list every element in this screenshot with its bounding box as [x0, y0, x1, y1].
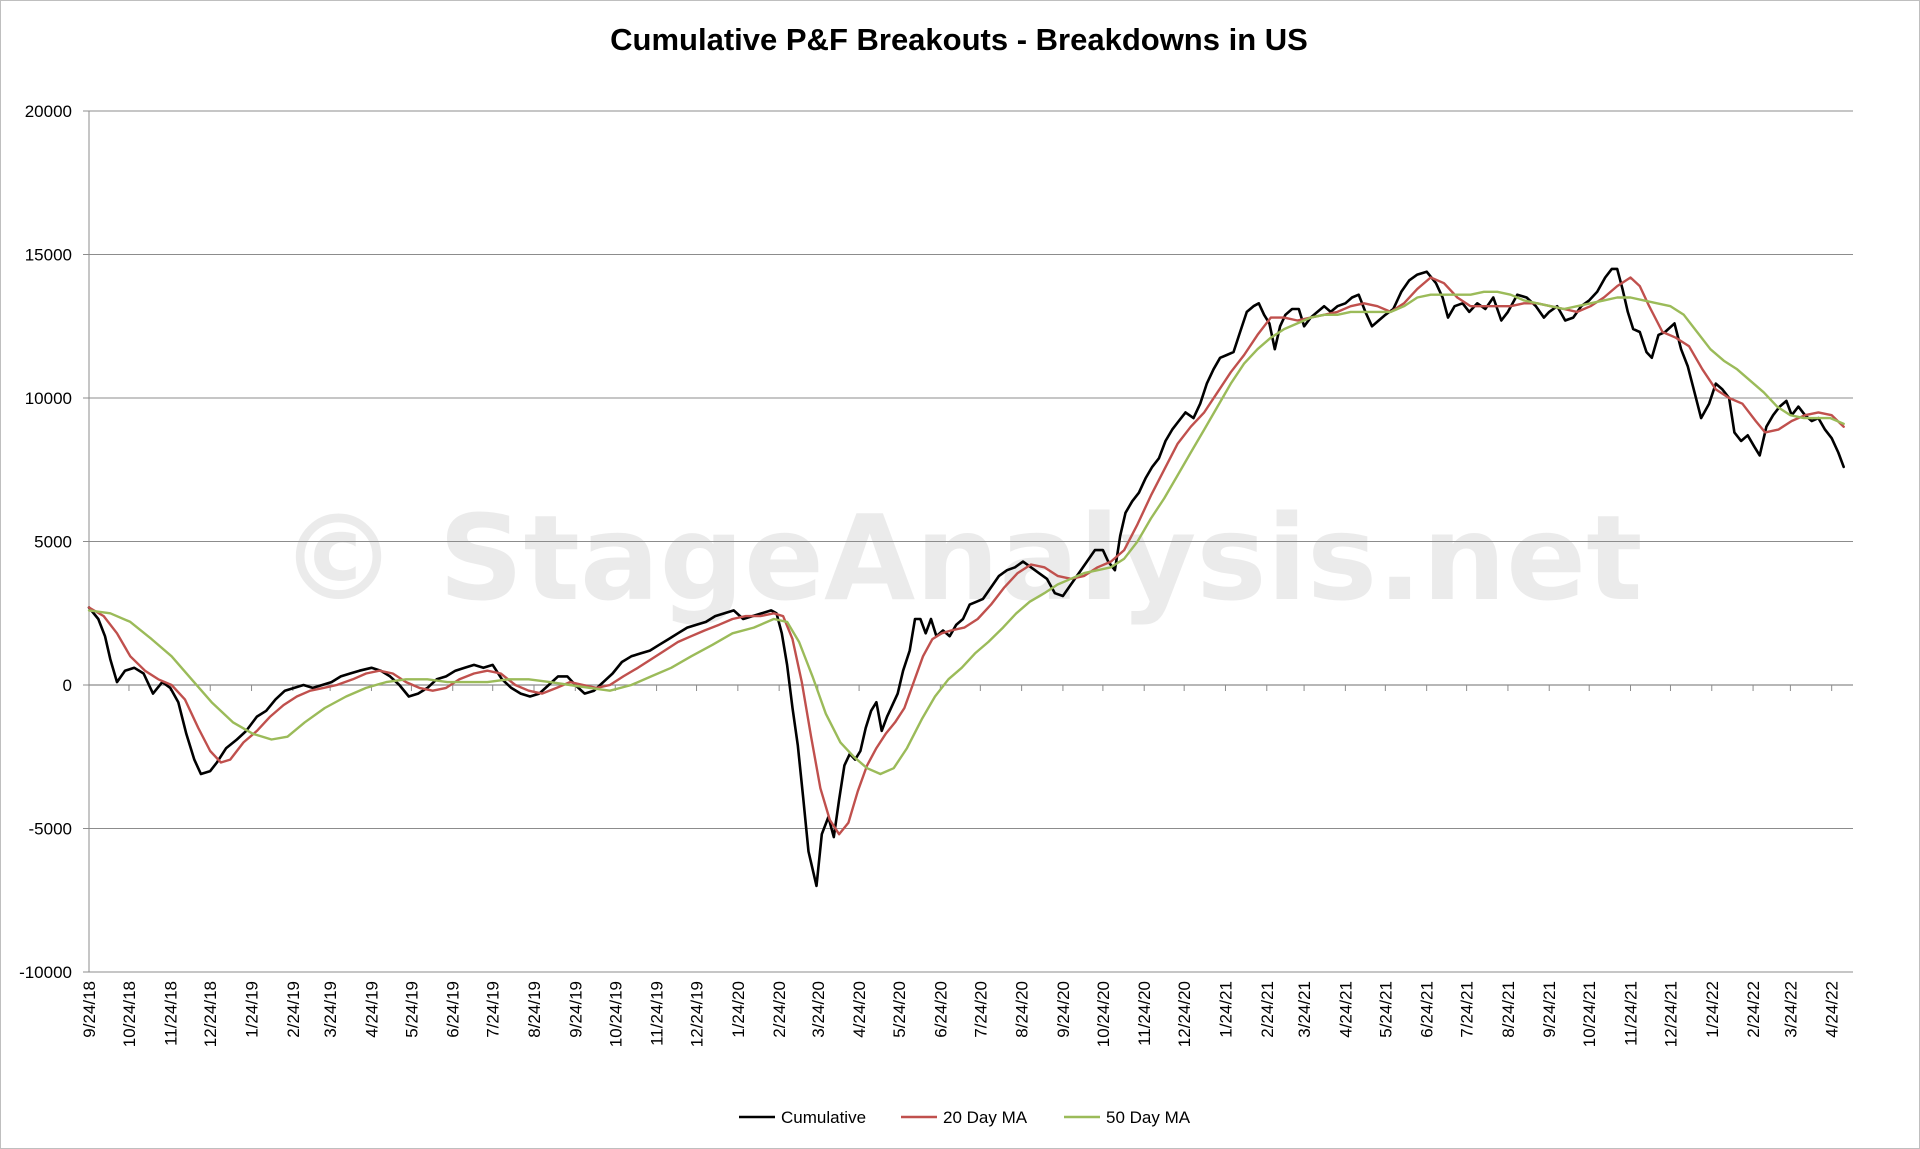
- x-tick-label-28: 1/24/21: [1216, 981, 1235, 1038]
- y-tick-label-5: -5000: [29, 820, 72, 839]
- x-tick-label-6: 3/24/19: [321, 981, 340, 1038]
- y-axis-tick-labels: 20000 15000 10000 5000 0 -5000 -10000: [19, 102, 72, 982]
- x-tick-label-4: 1/24/19: [243, 981, 262, 1038]
- x-tick-label-41: 2/24/22: [1744, 981, 1763, 1038]
- x-tick-label-10: 7/24/19: [484, 981, 503, 1038]
- x-tick-label-39: 12/24/21: [1661, 981, 1680, 1047]
- legend-label-2: 50 Day MA: [1106, 1108, 1191, 1127]
- x-tick-label-43: 4/24/22: [1823, 981, 1842, 1038]
- x-tick-label-21: 6/24/20: [931, 981, 950, 1038]
- y-tick-label-3: 5000: [34, 533, 72, 552]
- x-tick-label-35: 8/24/21: [1499, 981, 1518, 1038]
- series-line-50-day-ma: [87, 290, 1845, 776]
- y-tick-label-4: 0: [63, 676, 72, 695]
- x-tick-label-36: 9/24/21: [1540, 981, 1559, 1038]
- x-tick-label-1: 10/24/18: [120, 981, 139, 1047]
- x-tick-label-20: 5/24/20: [890, 981, 909, 1038]
- x-tick-label-22: 7/24/20: [971, 981, 990, 1038]
- y-tick-label-0: 20000: [25, 102, 72, 121]
- x-tick-label-17: 2/24/20: [770, 981, 789, 1038]
- x-tick-label-14: 11/24/19: [648, 981, 667, 1046]
- x-axis-tick-labels: 9/24/18 10/24/18 11/24/18 12/24/18 1/24/19 2/…: [80, 981, 1842, 1047]
- y-tick-label-6: -10000: [19, 963, 72, 982]
- x-tick-label-26: 11/24/20: [1135, 981, 1154, 1046]
- x-tick-label-40: 1/24/22: [1703, 981, 1722, 1038]
- x-tick-label-32: 5/24/21: [1376, 981, 1395, 1038]
- x-tick-label-5: 2/24/19: [284, 981, 303, 1038]
- x-tick-label-19: 4/24/20: [850, 981, 869, 1038]
- x-tick-label-38: 11/24/21: [1622, 981, 1641, 1046]
- x-tick-label-25: 10/24/20: [1094, 981, 1113, 1047]
- x-tick-label-37: 10/24/21: [1580, 981, 1599, 1047]
- x-tick-label-34: 7/24/21: [1458, 981, 1477, 1038]
- x-tick-label-42: 3/24/22: [1781, 981, 1800, 1038]
- x-tick-label-29: 2/24/21: [1258, 981, 1277, 1038]
- gridlines: [89, 110, 1853, 973]
- x-tick-label-23: 8/24/20: [1013, 981, 1032, 1038]
- x-tick-label-30: 3/24/21: [1295, 981, 1314, 1038]
- x-tick-label-0: 9/24/18: [80, 981, 99, 1038]
- x-tick-label-12: 9/24/19: [566, 981, 585, 1038]
- series-lines: [87, 267, 1845, 888]
- x-tick-label-3: 12/24/18: [201, 981, 220, 1047]
- y-tick-label-2: 10000: [25, 389, 72, 408]
- watermark: © StageAnalysis.net: [279, 489, 1642, 627]
- legend: Cumulative 20 Day MA 50 Day MA: [739, 1108, 1191, 1127]
- x-tick-label-13: 10/24/19: [606, 981, 625, 1047]
- legend-label-0: Cumulative: [781, 1108, 866, 1127]
- chart-title: Cumulative P&F Breakouts - Breakdowns in…: [610, 22, 1308, 57]
- x-tick-label-27: 12/24/20: [1175, 981, 1194, 1047]
- axes: [83, 110, 1853, 973]
- x-tick-label-33: 6/24/21: [1418, 981, 1437, 1038]
- x-tick-label-15: 12/24/19: [688, 981, 707, 1047]
- x-tick-label-9: 6/24/19: [444, 981, 463, 1038]
- x-tick-label-11: 8/24/19: [525, 981, 544, 1038]
- x-tick-label-24: 9/24/20: [1054, 981, 1073, 1038]
- x-tick-label-16: 1/24/20: [729, 981, 748, 1038]
- legend-label-1: 20 Day MA: [943, 1108, 1028, 1127]
- y-tick-label-1: 15000: [25, 246, 72, 265]
- x-tick-label-31: 4/24/21: [1336, 981, 1355, 1038]
- x-tick-label-2: 11/24/18: [161, 981, 180, 1046]
- x-tick-label-18: 3/24/20: [809, 981, 828, 1038]
- x-tick-label-7: 4/24/19: [362, 981, 381, 1038]
- x-tick-label-8: 5/24/19: [402, 981, 421, 1038]
